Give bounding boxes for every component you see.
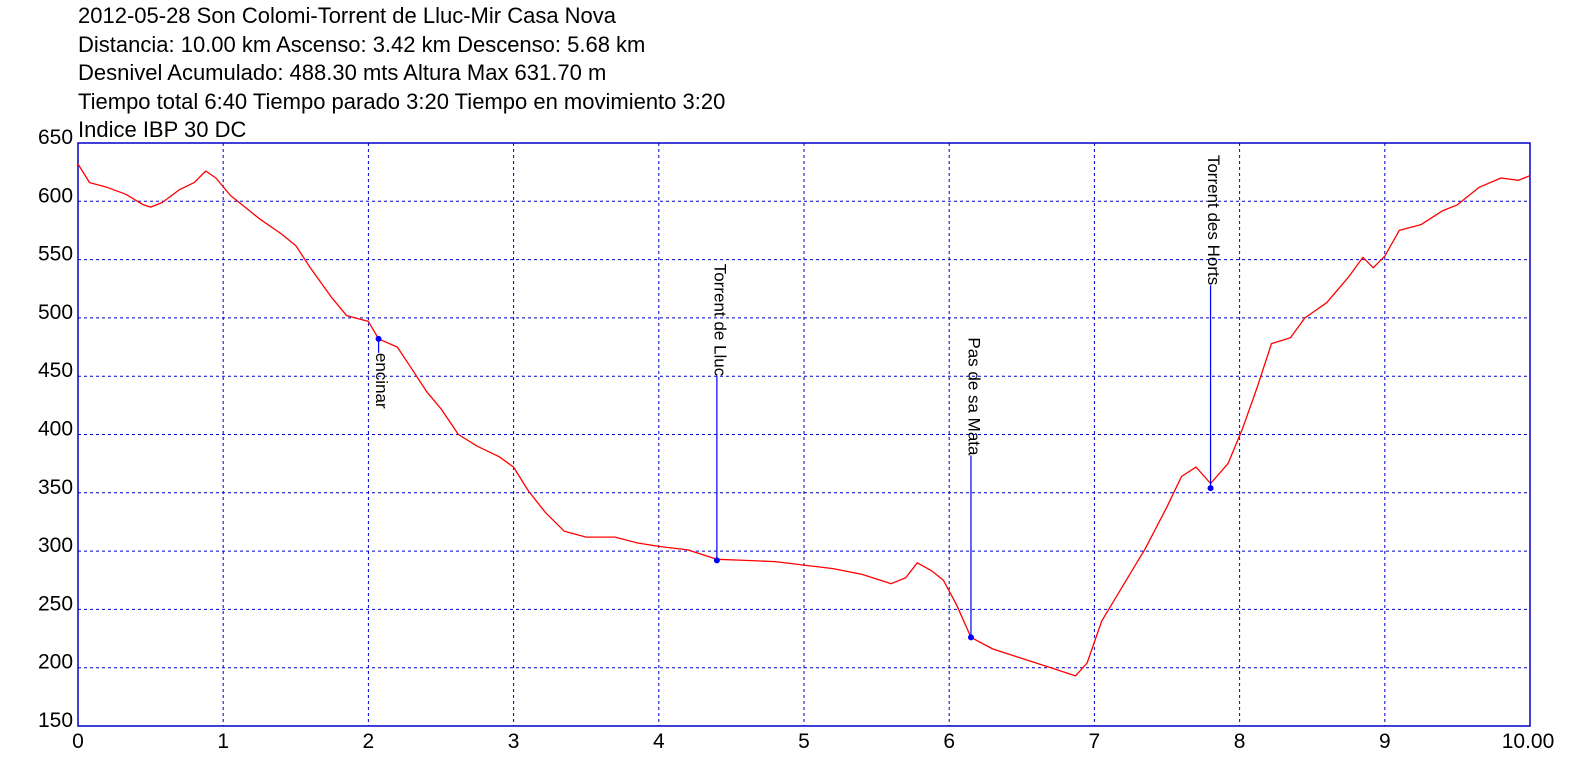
axis-tick-labels: 0 1 2 3 4 5 6 7 8 9 10.00 150 200 250 300 350 400 450 500 5… bbox=[38, 126, 1554, 753]
y-tick-label: 400 bbox=[38, 418, 73, 441]
x-tick-label: 6 bbox=[943, 730, 955, 753]
waypoint-label: Torrent de Lluc bbox=[710, 264, 729, 377]
y-tick-label: 300 bbox=[38, 534, 73, 557]
y-tick-label: 600 bbox=[38, 184, 73, 207]
x-tick-label: 8 bbox=[1234, 730, 1246, 753]
grid-lines bbox=[78, 143, 1530, 726]
y-tick-label: 500 bbox=[38, 301, 73, 324]
y-tick-label: 200 bbox=[38, 651, 73, 674]
waypoint-marker bbox=[967, 634, 974, 641]
x-tick-label: 1 bbox=[217, 730, 229, 753]
waypoint-marker bbox=[713, 557, 720, 564]
distance-summary: Distancia: 10.00 km Ascenso: 3.42 km Des… bbox=[78, 31, 646, 57]
x-tick-label: 10.00 bbox=[1502, 730, 1555, 753]
y-tick-label: 450 bbox=[38, 359, 73, 382]
waypoint-annotations: encinar Torrent de Lluc Pas de sa Mata Torr… bbox=[372, 155, 1223, 641]
chart-header: 2012-05-28 Son Colomi-Torrent de Lluc-Mi… bbox=[78, 2, 725, 145]
x-tick-label: 2 bbox=[363, 730, 375, 753]
y-tick-label: 350 bbox=[38, 476, 73, 499]
ibp-index: Indice IBP 30 DC bbox=[78, 117, 247, 142]
waypoint-marker bbox=[375, 335, 382, 342]
y-tick-label: 150 bbox=[38, 709, 73, 732]
waypoint-label: encinar bbox=[372, 353, 391, 409]
time-summary: Tiempo total 6:40 Tiempo parado 3:20 Tie… bbox=[78, 88, 726, 114]
plot-frame bbox=[77, 142, 1531, 727]
x-tick-label: 7 bbox=[1089, 730, 1101, 753]
elevation-summary: Desnivel Acumulado: 488.30 mts Altura Ma… bbox=[78, 60, 607, 85]
chart-title: 2012-05-28 Son Colomi-Torrent de Lluc-Mi… bbox=[78, 3, 617, 28]
waypoint-label: Pas de sa Mata bbox=[964, 337, 983, 456]
waypoint-label: Torrent des Horts bbox=[1204, 155, 1223, 285]
x-tick-label: 5 bbox=[798, 730, 810, 753]
y-tick-label: 250 bbox=[38, 592, 73, 615]
x-tick-label: 3 bbox=[508, 730, 520, 753]
waypoint-marker bbox=[1207, 485, 1214, 492]
x-tick-label: 9 bbox=[1379, 730, 1391, 753]
elevation-profile-line bbox=[77, 163, 1531, 677]
x-tick-label: 4 bbox=[653, 730, 665, 753]
x-tick-label: 0 bbox=[72, 730, 84, 753]
profile-layer bbox=[77, 163, 1531, 677]
y-tick-label: 550 bbox=[38, 243, 73, 266]
y-tick-label: 650 bbox=[38, 126, 73, 149]
